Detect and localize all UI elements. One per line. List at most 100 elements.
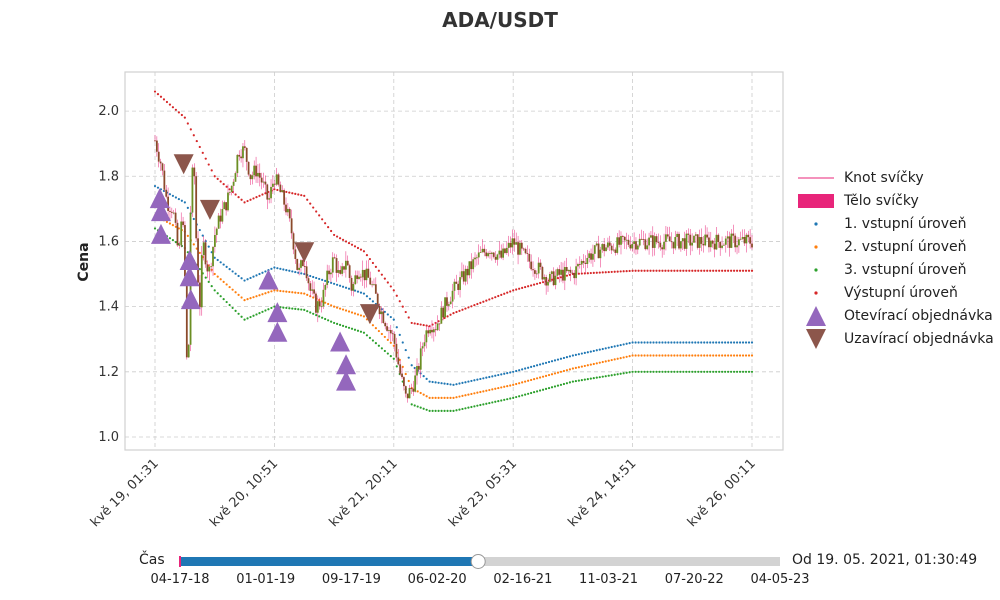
candle-body: [539, 262, 542, 267]
level-dot: [500, 386, 503, 389]
level-dot: [652, 370, 655, 373]
level-dot: [607, 359, 610, 362]
level-dot: [371, 339, 375, 342]
level-dot: [303, 194, 306, 197]
level-dot: [347, 241, 351, 245]
candle-body: [620, 236, 622, 245]
candle-body: [440, 307, 443, 324]
level-dot: [404, 372, 407, 376]
level-dot: [643, 341, 646, 344]
candle-body: [590, 253, 592, 260]
level-dot: [601, 347, 604, 351]
level-dot: [655, 370, 658, 373]
level-dot: [670, 341, 673, 344]
level-dot: [425, 324, 428, 327]
candle-body: [159, 161, 162, 164]
candle-body: [416, 366, 418, 376]
candle-body: [715, 234, 718, 250]
level-dot: [261, 293, 264, 296]
level-dot: [601, 375, 604, 378]
candle-body: [421, 346, 424, 349]
candle-body: [636, 245, 639, 250]
candle-body: [747, 234, 750, 238]
slider-handle[interactable]: [470, 554, 486, 569]
level-dot: [706, 370, 709, 373]
level-dot: [380, 332, 383, 336]
level-dot: [276, 267, 279, 270]
level-dot: [380, 273, 383, 276]
level-dot: [703, 354, 706, 357]
level-dot: [619, 357, 622, 360]
candle-body: [737, 239, 740, 246]
candle-body: [526, 253, 529, 254]
level-dot: [598, 348, 601, 351]
level-dot: [333, 233, 336, 237]
candle-body: [532, 269, 534, 271]
level-dot: [422, 407, 425, 410]
candle-body: [240, 156, 242, 159]
level-dot: [335, 306, 339, 309]
level-dot: [395, 326, 398, 329]
level-dot: [527, 379, 530, 382]
candle-body: [676, 233, 679, 238]
legend-label: Výstupní úroveň: [844, 284, 958, 301]
candle-body: [736, 245, 738, 248]
candle-body: [466, 268, 469, 276]
level-dot: [297, 193, 300, 196]
time-slider[interactable]: Čas Od 19. 05. 2021, 01:30:49 04-17-18 01…: [0, 548, 1000, 600]
level-dot: [434, 409, 437, 412]
dot-icon: [798, 261, 834, 279]
candle-body: [483, 248, 486, 253]
candle-body: [751, 243, 753, 248]
y-tick-label: 1.2: [98, 365, 119, 380]
level-dot: [628, 371, 631, 374]
candle-body: [459, 277, 461, 290]
candle-body: [681, 238, 684, 242]
level-dot: [473, 405, 476, 408]
y-tick-label: 1.0: [98, 430, 119, 445]
candle-body: [519, 242, 521, 255]
level-dot: [518, 369, 521, 372]
level-dot: [347, 326, 351, 329]
candle-body: [408, 388, 411, 399]
level-dot: [625, 342, 628, 345]
level-dot: [685, 269, 688, 272]
candle-body: [333, 257, 336, 259]
candle-body: [541, 266, 544, 280]
level-dot: [458, 408, 461, 411]
level-dot: [168, 222, 172, 225]
candle-body: [547, 281, 549, 286]
level-dot: [685, 370, 688, 373]
level-dot: [655, 341, 658, 344]
level-dot: [449, 313, 452, 316]
level-dot: [676, 370, 679, 373]
level-dot: [574, 366, 577, 369]
level-dot: [455, 396, 458, 399]
candle-body: [178, 244, 181, 246]
level-dot: [580, 352, 583, 355]
candle-body: [515, 242, 518, 245]
level-dot: [673, 354, 676, 357]
y-tick-label: 1.8: [98, 169, 119, 184]
level-dot: [356, 290, 360, 293]
candle-body: [204, 242, 207, 265]
candle-body: [562, 269, 564, 281]
candle-body: [578, 264, 581, 265]
candle-body: [605, 247, 607, 252]
level-dot: [186, 234, 189, 238]
level-dot: [362, 331, 366, 334]
level-dot: [300, 292, 303, 295]
level-dot: [156, 186, 160, 189]
candle-body: [227, 192, 229, 211]
candle-body: [313, 289, 315, 294]
level-dot: [416, 322, 419, 326]
level-dot: [404, 310, 407, 314]
candle-body: [685, 233, 688, 249]
candle-body: [678, 233, 680, 249]
level-dot: [706, 269, 709, 272]
candle-body: [320, 306, 323, 308]
candle-body: [522, 248, 525, 250]
candle-body: [245, 147, 248, 162]
level-dot: [252, 197, 255, 200]
level-dot: [530, 365, 533, 369]
